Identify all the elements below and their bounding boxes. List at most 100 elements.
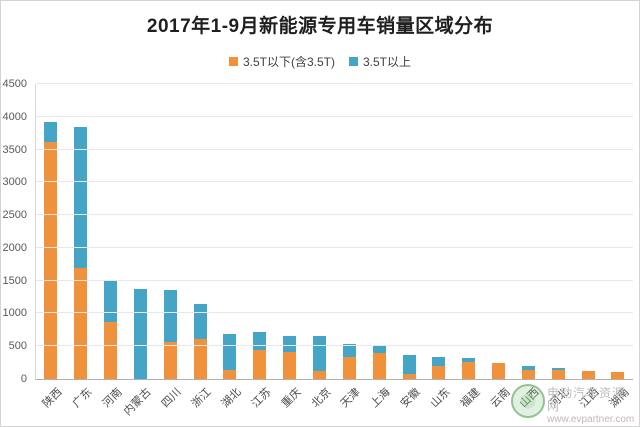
legend-item-1: 3.5T以上	[349, 53, 411, 70]
x-tick-label: 广东	[70, 386, 95, 411]
gridline	[36, 115, 633, 117]
bar-segment-above-3-5t	[432, 356, 446, 366]
watermark-text: 电动汽车资源网 www.evpartner.com	[547, 387, 637, 426]
bar-segment-below-3-5t	[432, 365, 446, 379]
bar-segment-below-3-5t	[313, 371, 327, 379]
bar-segment-above-3-5t	[313, 336, 327, 372]
legend: 3.5T以下(含3.5T) 3.5T以上	[1, 53, 639, 70]
bar-column-广东: 广东	[70, 84, 94, 410]
bar-column-上海: 上海	[369, 84, 393, 410]
x-tick-label: 内蒙古	[122, 386, 155, 418]
bar-column-陕西: 陕西	[40, 84, 65, 410]
y-tick-label: 4000	[2, 110, 27, 123]
y-tick-label: 2500	[2, 209, 27, 222]
x-tick-label: 福建	[458, 386, 483, 411]
bar-segment-above-3-5t	[133, 289, 147, 379]
bar-segment-below-3-5t	[253, 350, 267, 379]
bar-column-云南: 云南	[488, 84, 512, 410]
x-tick-label: 重庆	[279, 386, 304, 411]
bar-column-山西: 山西	[518, 84, 542, 410]
bar-segment-below-3-5t	[193, 339, 207, 379]
y-tick-label: 4500	[2, 78, 27, 90]
bar-column-内蒙古: 内蒙古	[122, 84, 154, 418]
gridline	[36, 312, 633, 314]
chart-title: 2017年1-9月新能源专用车销量区域分布	[146, 16, 494, 37]
x-tick-label: 山东	[428, 386, 453, 411]
bar-columns: 陕西广东河南内蒙古四川浙江湖北江苏重庆北京天津上海安徽山东福建云南山西河北江西湖…	[36, 84, 633, 418]
gridline	[36, 181, 633, 183]
bar-segment-above-3-5t	[74, 126, 88, 268]
bar-column-重庆: 重庆	[279, 84, 303, 410]
bar-segment-above-3-5t	[342, 343, 356, 357]
legend-swatch-icon	[349, 57, 358, 66]
bar-segment-above-3-5t	[223, 333, 237, 371]
watermark-logo-icon	[511, 384, 545, 418]
bar-segment-below-3-5t	[611, 371, 625, 379]
legend-label: 3.5T以上	[363, 55, 412, 69]
bar-segment-above-3-5t	[402, 355, 416, 375]
bar-column-河南: 河南	[100, 84, 124, 410]
bar-column-天津: 天津	[339, 84, 363, 410]
plot-area: 陕西广东河南内蒙古四川浙江湖北江苏重庆北京天津上海安徽山东福建云南山西河北江西湖…	[35, 83, 633, 418]
gridline	[36, 279, 633, 281]
gridline	[36, 83, 633, 84]
bar-column-江苏: 江苏	[249, 84, 273, 410]
bar-column-湖南: 湖南	[608, 84, 632, 410]
gridline	[36, 148, 633, 150]
bar-segment-below-3-5t	[492, 362, 506, 379]
x-tick-label: 陕西	[40, 386, 65, 411]
gridline	[36, 246, 633, 248]
bar-column-湖北: 湖北	[220, 84, 244, 410]
watermark-site-url: www.evpartner.com	[547, 414, 635, 425]
bar-segment-below-3-5t	[283, 351, 297, 379]
bar-column-福建: 福建	[458, 84, 482, 410]
bar-segment-below-3-5t	[104, 321, 118, 379]
y-axis: 0 500 1000 1500 2000 2500 3000 3500 4000 4500	[1, 78, 29, 385]
bar-segment-below-3-5t	[402, 374, 416, 379]
gridline	[36, 214, 633, 216]
y-tick-label: 0	[20, 373, 27, 385]
x-tick-label: 湖北	[219, 386, 244, 411]
legend-label: 3.5T以下(含3.5T)	[242, 55, 335, 69]
legend-item-0: 3.5T以下(含3.5T)	[228, 53, 335, 70]
bar-column-江西: 江西	[578, 84, 602, 410]
bar-segment-above-3-5t	[372, 345, 386, 353]
watermark: 电动汽车资源网 www.evpartner.com	[509, 381, 637, 425]
gridline	[36, 345, 633, 347]
bar-segment-below-3-5t	[521, 369, 535, 379]
bar-column-浙江: 浙江	[190, 84, 214, 410]
x-tick-label: 北京	[309, 386, 334, 411]
y-tick-label: 3000	[2, 176, 27, 189]
x-tick-label: 天津	[338, 386, 363, 411]
bar-segment-above-3-5t	[462, 358, 476, 363]
bar-column-北京: 北京	[309, 84, 333, 410]
bar-segment-above-3-5t	[283, 335, 297, 352]
bar-segment-below-3-5t	[372, 352, 386, 379]
y-tick-label: 1500	[2, 274, 27, 287]
bar-segment-above-3-5t	[104, 280, 118, 322]
bar-segment-below-3-5t	[342, 356, 356, 379]
bar-column-安徽: 安徽	[399, 84, 423, 410]
bar-column-山东: 山东	[428, 84, 452, 410]
bar-segment-below-3-5t	[44, 141, 58, 379]
x-tick-label: 浙江	[189, 386, 214, 411]
bar-segment-below-3-5t	[581, 371, 595, 379]
bar-segment-above-3-5t	[193, 303, 207, 340]
y-tick-label: 2000	[2, 241, 27, 254]
bar-segment-below-3-5t	[551, 370, 565, 379]
bar-segment-below-3-5t	[74, 267, 88, 379]
bar-segment-above-3-5t	[44, 122, 58, 142]
y-tick-label: 1000	[2, 307, 27, 320]
legend-swatch-icon	[228, 57, 238, 66]
bar-segment-above-3-5t	[551, 368, 565, 371]
bar-segment-above-3-5t	[253, 332, 267, 351]
bar-segment-above-3-5t	[521, 365, 535, 370]
bar-column-河北: 河北	[548, 84, 572, 410]
bar-column-四川: 四川	[160, 84, 184, 410]
x-tick-label: 江苏	[249, 386, 274, 411]
x-tick-label: 安徽	[398, 386, 423, 411]
y-tick-label: 3500	[2, 143, 27, 156]
x-tick-label: 上海	[368, 386, 393, 411]
x-tick-label: 四川	[159, 386, 184, 411]
